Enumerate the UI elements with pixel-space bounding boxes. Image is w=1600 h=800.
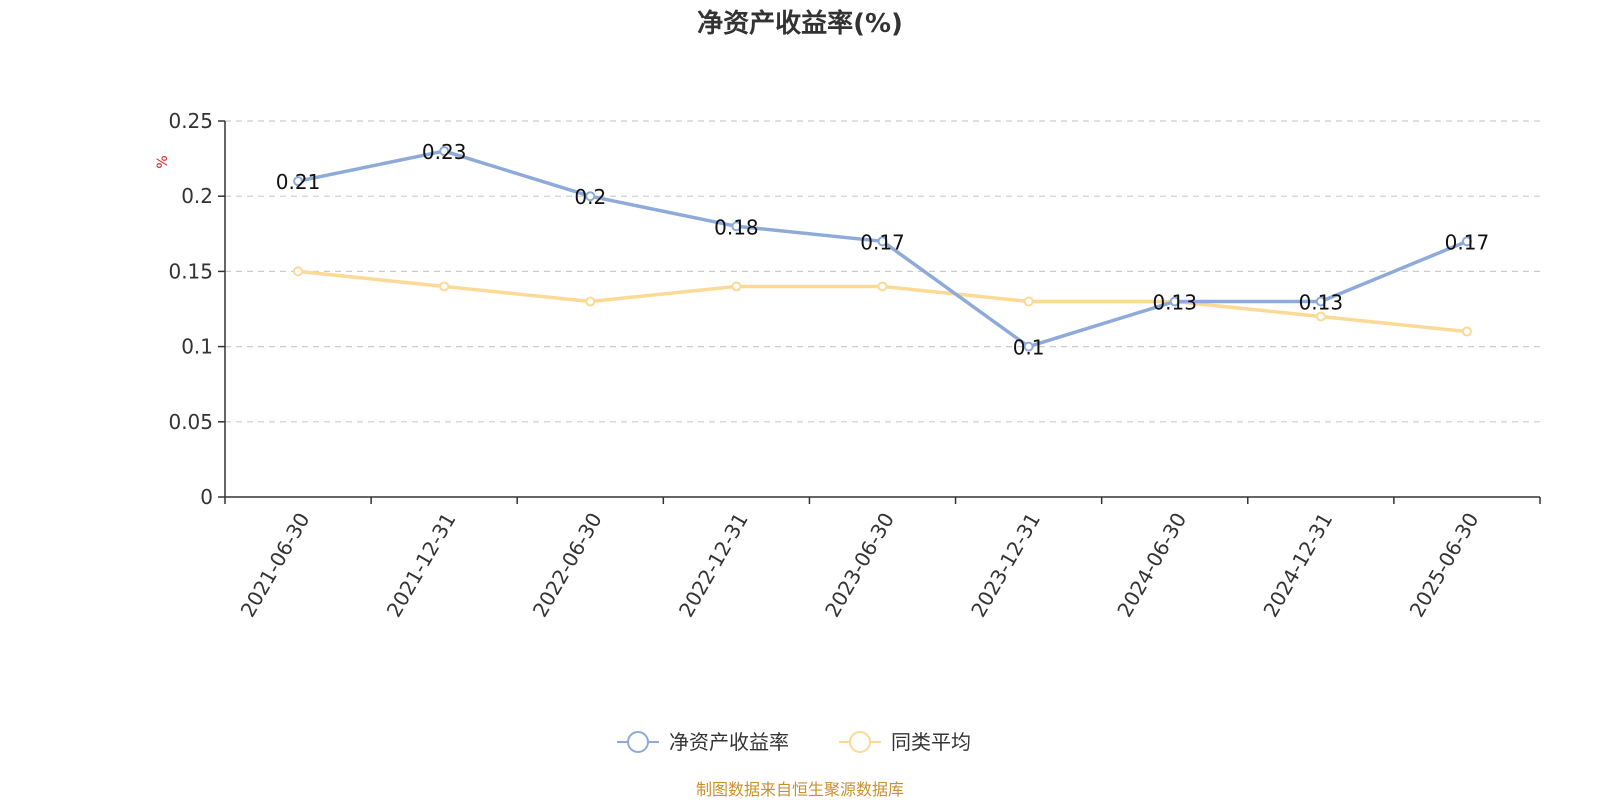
grid-lines — [225, 120, 1540, 423]
data-label: 0.21 — [276, 170, 321, 194]
data-label: 0.18 — [714, 215, 759, 239]
legend-label: 净资产收益率 — [669, 730, 789, 754]
chart-title: 净资产收益率(%) — [697, 8, 903, 39]
data-point-0 — [731, 221, 742, 232]
data-label: 0.2 — [574, 185, 606, 209]
data-label: 0.1 — [1013, 336, 1045, 360]
legend-item-1: 同类平均 — [839, 730, 971, 754]
y-axis-unit-label: % — [155, 155, 171, 168]
data-point-1 — [1461, 326, 1472, 337]
x-tick-label: 2023-06-30 — [820, 509, 899, 622]
source-note: 制图数据来自恒生聚源数据库 — [696, 780, 904, 799]
x-tick-label: 2024-06-30 — [1112, 509, 1191, 622]
data-point-0 — [1169, 296, 1180, 307]
data-point-0 — [1023, 341, 1034, 352]
y-tick-label: 0.15 — [168, 259, 213, 283]
data-point-0 — [439, 146, 450, 157]
data-label: 0.13 — [1152, 290, 1197, 314]
y-tick-label: 0.1 — [181, 335, 213, 359]
y-tick-label: 0.25 — [168, 109, 213, 133]
legend: 净资产收益率 同类平均 — [617, 730, 971, 754]
data-point-1 — [1315, 311, 1326, 322]
x-tick-label: 2022-06-30 — [528, 509, 607, 622]
data-point-1 — [877, 281, 888, 292]
data-point-0 — [877, 236, 888, 247]
y-tick-label: 0 — [200, 485, 213, 509]
data-point-0 — [1315, 296, 1326, 307]
series-layer — [293, 146, 1472, 352]
axes: 0 0.05 0.1 0.15 0.2 0.25 2021-06-30 2021-12-31 2… — [168, 109, 1541, 622]
data-label: 0.17 — [1445, 230, 1490, 254]
data-point-0 — [1461, 236, 1472, 247]
data-point-0 — [293, 176, 304, 187]
x-tick-label: 2024-12-31 — [1258, 509, 1337, 622]
data-point-1 — [439, 281, 450, 292]
data-point-1 — [585, 296, 596, 307]
x-tick-label: 2025-06-30 — [1404, 509, 1483, 622]
data-point-0 — [585, 191, 596, 202]
data-label: 0.17 — [860, 230, 905, 254]
data-point-1 — [293, 266, 304, 277]
legend-marker-icon — [849, 731, 871, 753]
data-label: 0.13 — [1299, 290, 1344, 314]
y-tick-label: 0.2 — [181, 184, 213, 208]
data-point-1 — [1023, 296, 1034, 307]
x-tick-label: 2022-12-31 — [674, 509, 753, 622]
data-label: 0.23 — [422, 140, 467, 164]
y-tick-label: 0.05 — [168, 410, 213, 434]
legend-item-0: 净资产收益率 — [617, 730, 789, 754]
data-labels-layer: 0.21 0.23 0.2 0.18 0.17 0.1 0.13 0.13 0.17 — [276, 140, 1489, 360]
x-tick-label: 2023-12-31 — [966, 509, 1045, 622]
x-tick-label: 2021-06-30 — [236, 509, 315, 622]
x-tick-label: 2021-12-31 — [382, 508, 461, 621]
data-point-1 — [731, 281, 742, 292]
legend-label: 同类平均 — [891, 730, 971, 754]
legend-marker-icon — [627, 731, 649, 753]
